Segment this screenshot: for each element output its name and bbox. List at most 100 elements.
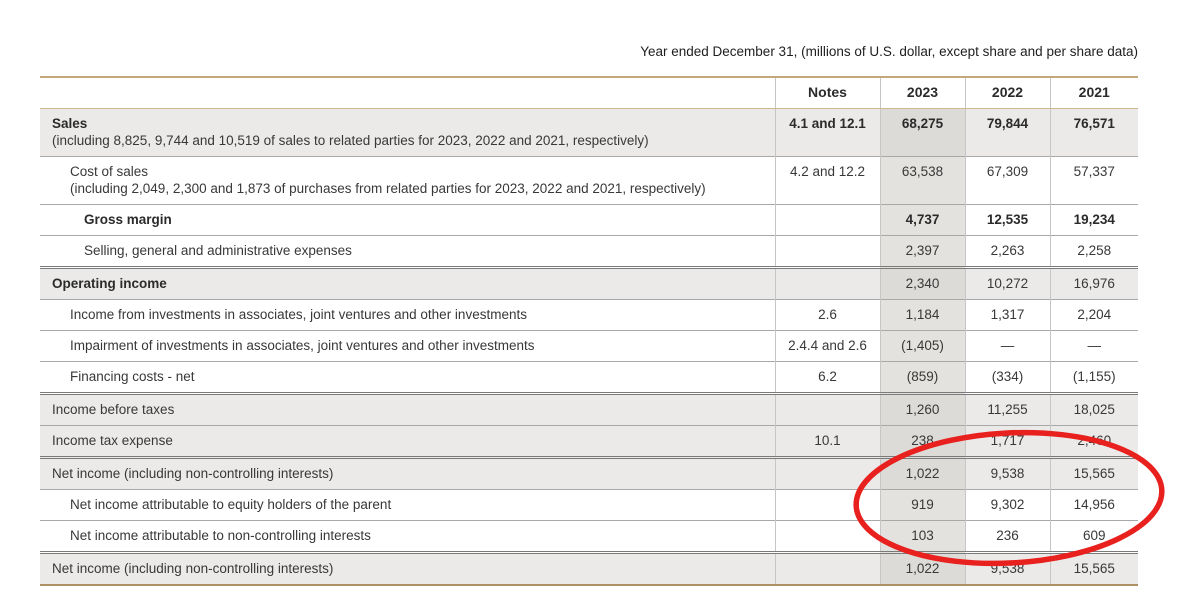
value-2023-cell: 919 (879, 489, 965, 521)
value-2023-cell: 1,022 (879, 551, 965, 586)
value-2023-cell: 2,397 (879, 235, 965, 268)
table-row: Sales (including 8,825, 9,744 and 10,519 … (40, 108, 1138, 157)
notes-cell: 4.1 and 12.1 (774, 108, 880, 157)
value-2021-cell: 2,204 (1049, 299, 1138, 331)
row-label: Impairment of investments in associates,… (70, 338, 535, 353)
value-2021-cell: 2,460 (1049, 425, 1138, 458)
value-2023-cell: 238 (879, 425, 965, 458)
value-2021-cell: 2,258 (1049, 235, 1138, 268)
value-2022-cell: 1,717 (964, 425, 1050, 458)
value-2021-cell: — (1049, 330, 1138, 362)
row-label: Cost of sales (70, 164, 149, 179)
notes-cell (774, 204, 880, 236)
row-label: Operating income (52, 276, 167, 291)
row-label-cell: Operating income (40, 266, 775, 300)
header-cell-2022: 2022 (964, 76, 1050, 109)
table-row: Income tax expense 10.1 238 1,717 2,460 (40, 425, 1138, 458)
value-2021-cell: 19,234 (1049, 204, 1138, 236)
header-cell-empty (40, 76, 775, 109)
value-2023-cell: (1,405) (879, 330, 965, 362)
value-2023-cell: 63,538 (879, 156, 965, 205)
table-caption: Year ended December 31, (millions of U.S… (640, 44, 1138, 59)
row-label-cell: Income tax expense (40, 425, 775, 458)
table-row: Financing costs - net 6.2 (859) (334) (1,155… (40, 361, 1138, 394)
value-2021-cell: 18,025 (1049, 392, 1138, 426)
table-header: Notes 2023 2022 2021 (40, 76, 1138, 109)
value-2023-cell: (859) (879, 361, 965, 394)
value-2022-cell: 9,538 (964, 551, 1050, 586)
value-2022-cell: 2,263 (964, 235, 1050, 268)
value-2023-cell: 103 (879, 520, 965, 553)
row-label-cell: Net income (including non-controlling in… (40, 456, 775, 490)
value-2023-cell: 68,275 (879, 108, 965, 157)
table-row: Net income attributable to equity holder… (40, 489, 1138, 521)
income-statement-table: Notes 2023 2022 2021 Sales (including 8,8… (40, 76, 1138, 586)
value-2022-cell: 9,302 (964, 489, 1050, 521)
value-2023-cell: 4,737 (879, 204, 965, 236)
notes-cell (774, 489, 880, 521)
table-row: Net income attributable to non-controlli… (40, 520, 1138, 553)
row-label-cell: Net income attributable to equity holder… (40, 489, 775, 521)
value-2023-cell: 1,184 (879, 299, 965, 331)
row-label: Net income (including non-controlling in… (52, 466, 334, 481)
header-cell-notes: Notes (774, 76, 880, 109)
value-2021-cell: 14,956 (1049, 489, 1138, 521)
value-2023-cell: 1,022 (879, 456, 965, 490)
value-2022-cell: 12,535 (964, 204, 1050, 236)
table-row: Operating income 2,340 10,272 16,976 (40, 266, 1138, 300)
row-label: Net income attributable to non-controlli… (70, 528, 371, 543)
row-label-cell: Selling, general and administrative expe… (40, 235, 775, 268)
row-label-cell: Impairment of investments in associates,… (40, 330, 775, 362)
row-label-cell: Gross margin (40, 204, 775, 236)
value-2021-cell: 57,337 (1049, 156, 1138, 205)
notes-cell: 2.6 (774, 299, 880, 331)
row-label-cell: Cost of sales (including 2,049, 2,300 and… (40, 156, 775, 205)
row-label-cell: Sales (including 8,825, 9,744 and 10,519 … (40, 108, 775, 157)
value-2021-cell: 15,565 (1049, 456, 1138, 490)
row-label: Gross margin (84, 212, 172, 227)
row-label: Income from investments in associates, j… (70, 307, 527, 322)
value-2022-cell: (334) (964, 361, 1050, 394)
row-label-cell: Net income (including non-controlling in… (40, 551, 775, 586)
value-2022-cell: 10,272 (964, 266, 1050, 300)
row-label: Selling, general and administrative expe… (84, 243, 352, 258)
value-2021-cell: 16,976 (1049, 266, 1138, 300)
notes-cell (774, 520, 880, 553)
row-sublabel: (including 8,825, 9,744 and 10,519 of sa… (52, 133, 649, 148)
value-2023-cell: 1,260 (879, 392, 965, 426)
notes-cell (774, 235, 880, 268)
table-body: Sales (including 8,825, 9,744 and 10,519 … (40, 108, 1138, 586)
value-2021-cell: 609 (1049, 520, 1138, 553)
notes-cell (774, 551, 880, 586)
header-cell-2023: 2023 (879, 76, 965, 109)
value-2021-cell: 76,571 (1049, 108, 1138, 157)
notes-cell: 10.1 (774, 425, 880, 458)
table-row: Impairment of investments in associates,… (40, 330, 1138, 362)
notes-cell (774, 266, 880, 300)
table-row: Gross margin 4,737 12,535 19,234 (40, 204, 1138, 236)
table-row: Net income (including non-controlling in… (40, 551, 1138, 586)
table-row: Selling, general and administrative expe… (40, 235, 1138, 268)
row-label-cell: Income before taxes (40, 392, 775, 426)
value-2023-cell: 2,340 (879, 266, 965, 300)
value-2022-cell: 236 (964, 520, 1050, 553)
row-label: Net income attributable to equity holder… (70, 497, 392, 512)
value-2022-cell: 9,538 (964, 456, 1050, 490)
table-row: Net income (including non-controlling in… (40, 456, 1138, 490)
value-2022-cell: 67,309 (964, 156, 1050, 205)
notes-cell (774, 392, 880, 426)
notes-cell: 6.2 (774, 361, 880, 394)
notes-cell: 2.4.4 and 2.6 (774, 330, 880, 362)
header-cell-2021: 2021 (1049, 76, 1138, 109)
value-2021-cell: (1,155) (1049, 361, 1138, 394)
row-label: Income before taxes (52, 402, 175, 417)
value-2021-cell: 15,565 (1049, 551, 1138, 586)
table-row: Cost of sales (including 2,049, 2,300 and… (40, 156, 1138, 205)
row-label: Sales (52, 116, 88, 131)
notes-cell (774, 456, 880, 490)
row-label-cell: Income from investments in associates, j… (40, 299, 775, 331)
header-row: Notes 2023 2022 2021 (40, 76, 1138, 109)
table-row: Income from investments in associates, j… (40, 299, 1138, 331)
row-label: Income tax expense (52, 433, 173, 448)
